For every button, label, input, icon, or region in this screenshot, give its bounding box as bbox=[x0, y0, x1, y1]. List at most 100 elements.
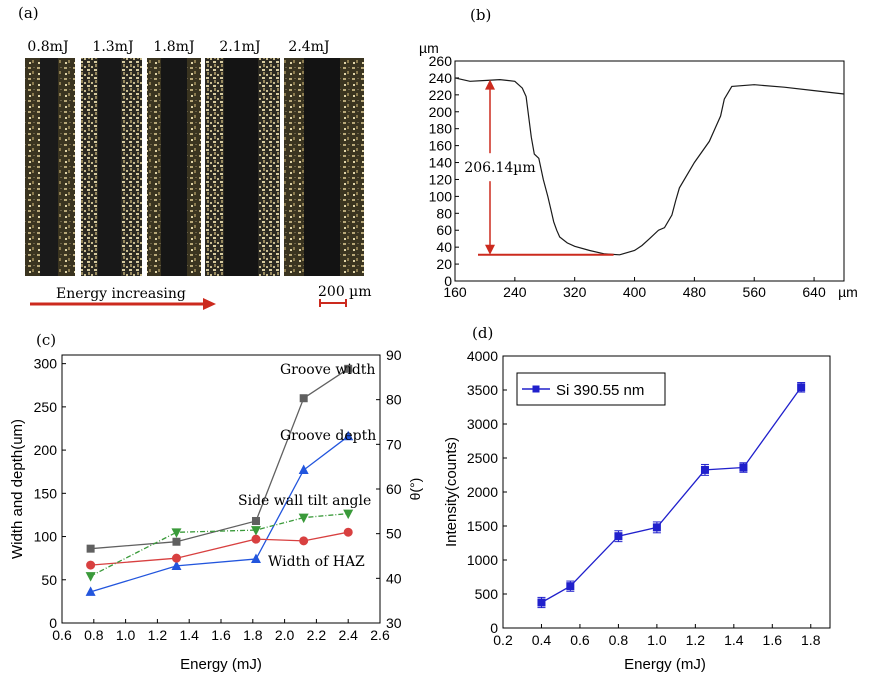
series-line-c bbox=[90, 368, 349, 550]
panel-b: (b) µm 020406080100120140160180200220240… bbox=[419, 6, 858, 300]
x-tick-label-c: 1.4 bbox=[179, 627, 199, 643]
energy-label: 1.3mJ bbox=[92, 39, 133, 55]
y-tick-label-d: 0 bbox=[490, 620, 498, 636]
micrograph-1.8mJ bbox=[147, 58, 201, 276]
y-tick-label-b: 200 bbox=[429, 104, 453, 120]
y2-tick-label-c: 40 bbox=[386, 570, 402, 586]
energy-label: 0.8mJ bbox=[27, 39, 68, 55]
x-tick-label-d: 0.4 bbox=[532, 632, 552, 648]
data-point-c bbox=[251, 534, 261, 544]
x-tick-label-d: 0.6 bbox=[570, 632, 590, 648]
data-point-c bbox=[85, 572, 96, 582]
energy-label: 1.8mJ bbox=[153, 39, 194, 55]
x-tick-label-b: 320 bbox=[563, 284, 587, 300]
panel-a-label: (a) bbox=[18, 4, 39, 22]
x-tick-label-c: 1.8 bbox=[243, 627, 263, 643]
x-tick-label-b: 400 bbox=[623, 284, 647, 300]
data-point-d bbox=[652, 523, 661, 532]
plot-frame-c bbox=[61, 354, 381, 624]
y2-tick-label-c: 70 bbox=[386, 436, 402, 452]
y-tick-label-b: 260 bbox=[429, 53, 453, 69]
data-point-c bbox=[343, 509, 354, 520]
y-tick-label-c: 150 bbox=[34, 485, 58, 501]
x-axis-title-c: Energy (mJ) bbox=[180, 656, 262, 673]
data-point-d bbox=[566, 582, 575, 591]
micrograph-0.8mJ bbox=[25, 58, 75, 276]
series-c bbox=[85, 364, 354, 596]
data-point-c bbox=[251, 516, 260, 525]
arrow-label: Energy increasing bbox=[56, 286, 186, 302]
y-tick-label-d: 3000 bbox=[467, 416, 498, 432]
depth-profile-line bbox=[454, 77, 845, 256]
y2-tick-label-c: 90 bbox=[386, 347, 402, 363]
x-tick-label-b: 240 bbox=[503, 284, 527, 300]
y2-tick-label-c: 50 bbox=[386, 526, 402, 542]
series-annotations-c: Groove width Groove depth Side wall tilt… bbox=[238, 362, 376, 570]
micrograph-2.4mJ bbox=[284, 58, 364, 276]
x-tick-label-d: 1.2 bbox=[686, 632, 706, 648]
y-tick-label-b: 20 bbox=[436, 256, 452, 272]
y-tick-label-b: 120 bbox=[429, 171, 453, 187]
x-tick-label-c: 0.6 bbox=[52, 627, 72, 643]
y-tick-label-b: 80 bbox=[436, 205, 452, 221]
y-tick-label-b: 160 bbox=[429, 138, 453, 154]
series-d bbox=[537, 382, 806, 609]
y-tick-label-d: 1000 bbox=[467, 552, 498, 568]
micrograph-strips bbox=[25, 58, 364, 276]
x-tick-label-c: 2.4 bbox=[338, 627, 358, 643]
data-point-c bbox=[171, 553, 181, 563]
haz-width-label: Width of HAZ bbox=[268, 554, 365, 570]
y-unit-label: µm bbox=[419, 40, 439, 56]
groove-width-label: Groove width bbox=[280, 362, 375, 378]
y-tick-label-c: 50 bbox=[41, 572, 57, 588]
energy-labels: 0.8mJ 1.3mJ 1.8mJ 2.1mJ 2.4mJ bbox=[27, 39, 329, 55]
axes-c: 0.6 0.8 1.0 1.2 1.4 1.6 1.8 2.0 2.2 2.4 2.6 0 50 100 1… bbox=[34, 347, 402, 643]
data-point-c bbox=[250, 553, 261, 564]
x-tick-label-c: 2.6 bbox=[370, 627, 390, 643]
y2-tick-label-c: 60 bbox=[386, 481, 402, 497]
micrograph-1.3mJ bbox=[81, 58, 142, 276]
x-tick-label-b: 480 bbox=[683, 284, 707, 300]
depth-value-label: 206.14µm bbox=[464, 160, 535, 176]
panel-c: (c) 0.6 0.8 1.0 1.2 1.4 1.6 1.8 2.0 2.2 2.4 2.6 0 50… bbox=[9, 331, 423, 673]
data-point-d bbox=[739, 463, 748, 472]
x-unit-label-b: µm bbox=[838, 284, 858, 300]
legend-d: Si 390.55 nm bbox=[516, 372, 666, 406]
y-axis-title-c: Width and depth(um) bbox=[9, 419, 26, 559]
data-point-c bbox=[343, 527, 353, 537]
y-tick-label-d: 3500 bbox=[467, 382, 498, 398]
y-tick-label-b: 140 bbox=[429, 155, 453, 171]
y2-tick-label-c: 30 bbox=[386, 615, 402, 631]
y-tick-label-d: 2000 bbox=[467, 484, 498, 500]
x-tick-label-d: 1.8 bbox=[801, 632, 821, 648]
y-tick-label-b: 180 bbox=[429, 121, 453, 137]
y-tick-label-d: 500 bbox=[475, 586, 499, 602]
energy-label: 2.4mJ bbox=[288, 39, 329, 55]
x-tick-label-d: 1.4 bbox=[724, 632, 744, 648]
series-line-c bbox=[90, 512, 349, 577]
y-tick-label-b: 240 bbox=[429, 70, 453, 86]
scale-bar-label: 200 µm bbox=[318, 284, 372, 300]
x-tick-label-c: 2.0 bbox=[275, 627, 295, 643]
plot-frame-b bbox=[454, 60, 845, 282]
data-point-d bbox=[700, 465, 709, 474]
data-point-c bbox=[86, 544, 95, 553]
y-axis-title-d: Intensity(counts) bbox=[443, 437, 460, 547]
data-point-d bbox=[614, 532, 623, 541]
y-tick-label-c: 0 bbox=[49, 615, 57, 631]
legend-series-name: Si 390.55 nm bbox=[556, 382, 644, 399]
x-tick-label-d: 1.6 bbox=[763, 632, 783, 648]
y2-axis-title-c: θ(°) bbox=[407, 478, 423, 501]
x-tick-label-b: 560 bbox=[743, 284, 767, 300]
y-tick-label-c: 250 bbox=[34, 399, 58, 415]
depth-annotation: 206.14µm bbox=[464, 79, 614, 256]
x-axis-title-d: Energy (mJ) bbox=[624, 656, 706, 673]
y-tick-label-d: 4000 bbox=[467, 348, 498, 364]
x-tick-label-d: 1.0 bbox=[647, 632, 667, 648]
x-tick-label-c: 1.0 bbox=[116, 627, 136, 643]
energy-increasing-arrow: Energy increasing bbox=[30, 286, 216, 310]
micrograph-2.1mJ bbox=[205, 58, 280, 276]
y-tick-label-b: 60 bbox=[436, 222, 452, 238]
